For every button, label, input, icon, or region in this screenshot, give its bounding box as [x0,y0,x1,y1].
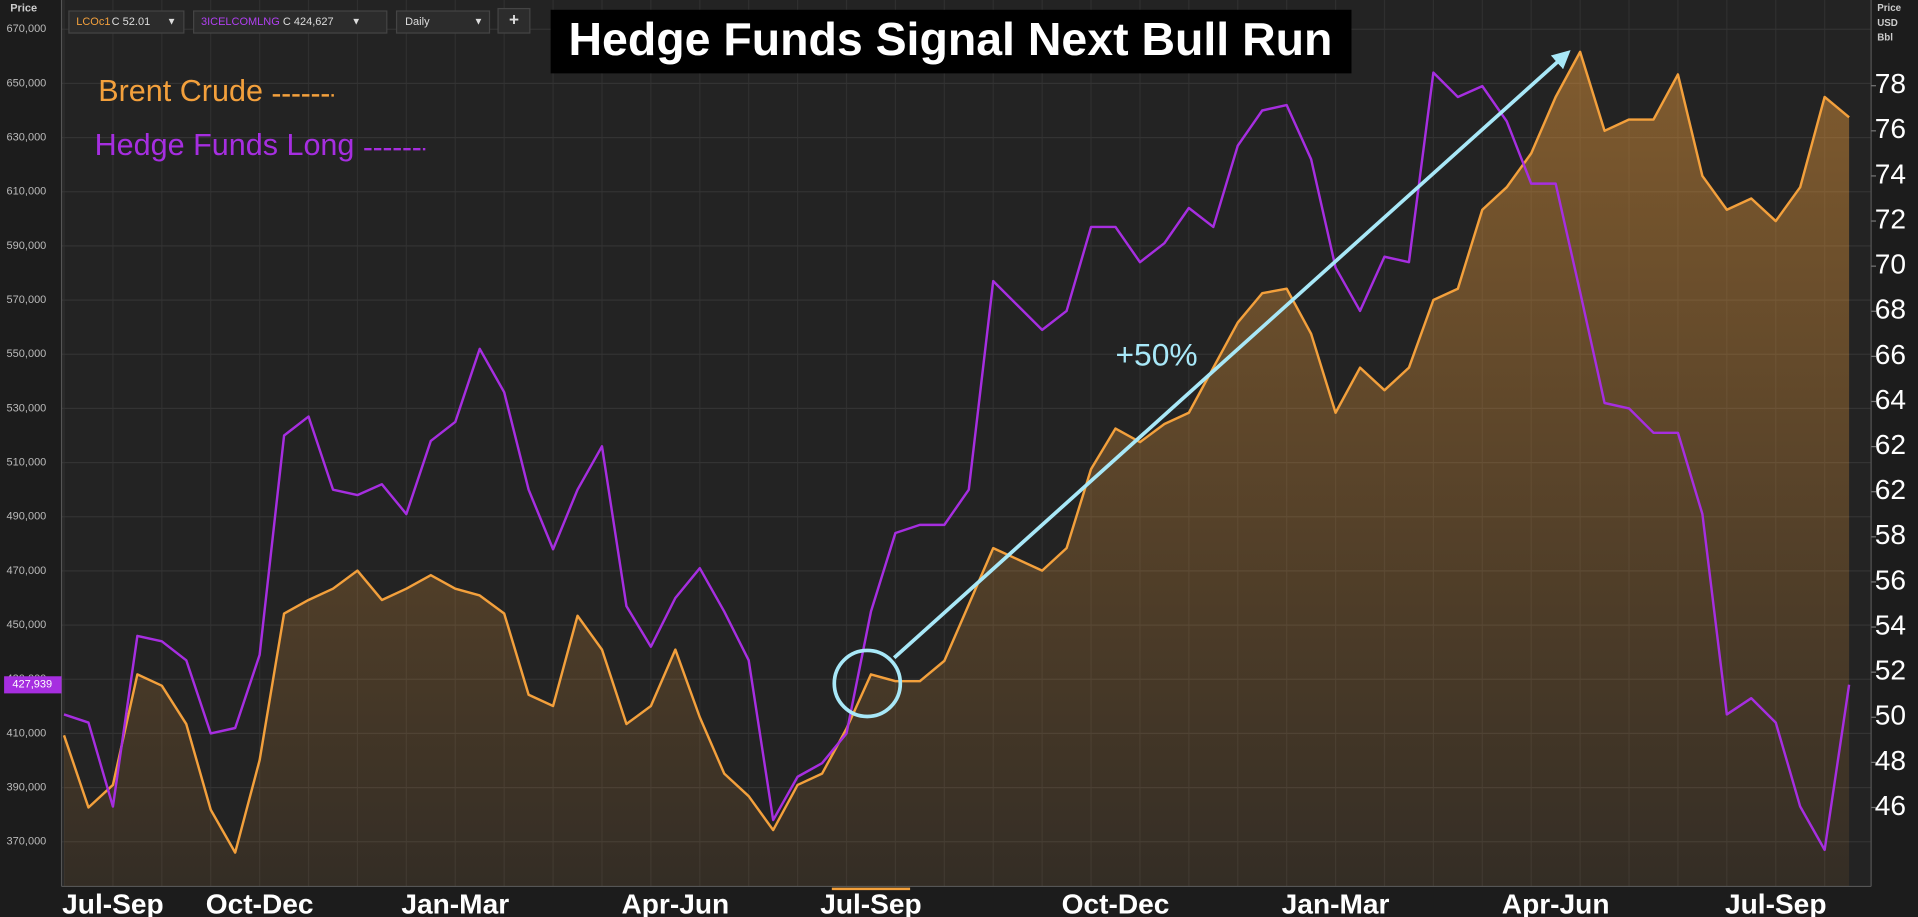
y-tick-label: 650,000 [7,77,47,89]
y-tick-label: 590,000 [7,240,47,252]
line [62,50,1850,854]
symbol-box[interactable] [68,10,185,34]
y2-tick-label: 56 [1875,564,1906,595]
y2-tick-label: 68 [1875,294,1906,325]
y-tick-label: 550,000 [7,348,47,360]
add-button[interactable] [497,7,531,34]
trend-arrow [892,50,1571,660]
dropdown-icon: ▼ [474,17,484,28]
symbol-box[interactable] [192,10,388,34]
y2-axis-title: Bbl [1877,32,1893,43]
y2-tick-label: 66 [1875,339,1906,370]
x-tick-label: Apr-Jun [1502,888,1610,917]
x-tick-label: Jan-Mar [1282,888,1390,917]
y-tick-label: 630,000 [7,131,47,143]
legend-label: Brent Crude [98,74,263,108]
y2-axis-title: Price [1877,3,1901,14]
x-tick-label: Jan-Mar [401,888,509,917]
y2-tick-label: 58 [1875,519,1906,550]
y-tick-label: 510,000 [7,456,47,468]
dropdown-icon: ▼ [167,17,177,28]
close: C 424,627 [283,16,334,28]
title-box [550,9,1352,74]
y-tick-label: 530,000 [7,402,47,414]
x-tick-label: Apr-Jun [621,888,729,917]
y2-tick-label: 70 [1875,249,1906,280]
toolbar: LCOc1 C 52.01 ▼ 3ICELCOMLNG C 424,627 ▼ … [68,7,531,34]
last-value-label: 427,939 [12,679,52,691]
last-value-tag [4,676,62,694]
y2-tick-label: 54 [1875,609,1906,640]
y-tick-label: 670,000 [7,23,47,35]
annotation: +50% [1116,336,1198,372]
symbol: 3ICELCOMLNG [201,16,280,28]
y2-tick-label: 74 [1875,158,1906,189]
y-tick-label: 490,000 [7,511,47,523]
y-tick-label: 450,000 [7,619,47,631]
interval-box[interactable] [395,10,491,34]
highlight-circle [832,648,903,719]
dropdown-icon: ▼ [351,17,361,28]
y2-tick-label: 46 [1875,790,1906,821]
y2-axis-title: USD [1877,18,1898,29]
symbol: LCOc1 [76,16,110,28]
y2-tick-label: 72 [1875,203,1906,234]
interval: Daily [405,16,430,28]
y-tick-label: 370,000 [7,836,47,848]
line [63,71,1851,852]
y2-tick-label: 52 [1875,655,1906,686]
x-tick-label: Oct-Dec [1062,888,1170,917]
y2-tick-label: 50 [1875,700,1906,731]
area [64,51,1850,887]
x-tick-label: Jul-Sep [1725,888,1827,917]
y-tick-label: 390,000 [7,781,47,793]
y-tick-label: 470,000 [7,565,47,577]
legend-label: Hedge Funds Long [95,128,355,162]
x-tick-label: Oct-Dec [206,888,314,917]
y2-tick-label: 62 [1875,474,1906,505]
y2-tick-label: 76 [1875,113,1906,144]
y-axis-title: Price [10,2,37,14]
y2-tick-label: 64 [1875,384,1906,415]
add-label: + [509,10,519,29]
chart-title: Hedge Funds Signal Next Bull Run [568,13,1332,65]
close: C 52.01 [112,16,151,28]
y2-tick-label: 78 [1875,68,1906,99]
y-tick-label: 610,000 [7,186,47,198]
legend: Brent Crude Hedge Funds Long [95,74,426,162]
y-tick-label: 410,000 [7,727,47,739]
y2-tick-label: 48 [1875,745,1906,776]
marks [62,50,1851,887]
y2-tick-label: 62 [1875,429,1906,460]
x-tick-label: Jul-Sep [820,888,922,917]
y-tick-label: 570,000 [7,294,47,306]
x-tick-label: Jul-Sep [62,888,164,917]
